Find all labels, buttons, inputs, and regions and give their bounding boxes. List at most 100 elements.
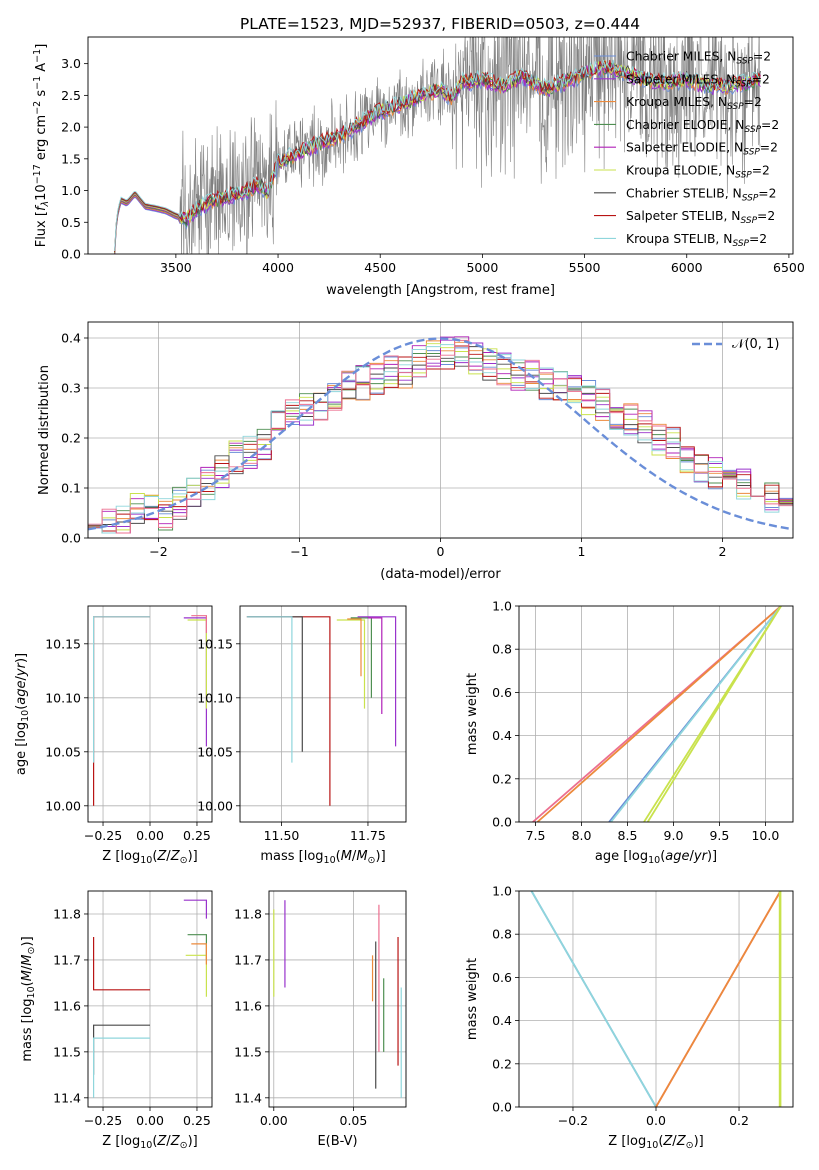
y-tick-label: 0.1 [61,481,81,496]
x-tick-label: 0.25 [183,828,211,843]
plot-area [273,900,402,1098]
normal-curve [88,337,793,531]
plot-area [93,615,207,806]
y-tick-label: 0.4 [492,728,512,743]
y-axis-label: Flux [fλ​10−17​ erg cm−2​ s−1​ A−1​] [32,44,51,248]
x-tick-label: 0.0 [646,1113,666,1128]
y-axis-label: mass weight [465,673,480,755]
x-tick-label: 0.05 [340,1113,368,1128]
series-line [357,616,397,747]
y-tick-label: 2.0 [61,120,81,135]
axes-frame [239,605,407,823]
model-line-kroupa-stelib [114,59,761,252]
series-line [530,891,657,1107]
legend-entry: Chabrier STELIB, NSSP=2 [626,186,776,203]
axes-frame [87,321,794,539]
observed-spectrum [114,37,761,254]
x-tick-label: 0.25 [183,1113,211,1128]
series-line [93,616,150,806]
series-line [185,954,207,997]
panel-massweight_vs_Z: −0.2 0.0 0.2 0.0 0.2 0.4 0.6 0.8 1.0 Z [log10​(Z/… [465,884,794,1151]
y-tick-label: 0.0 [61,247,81,262]
legend-entry: Salpeter MILES, NSSP=2 [626,72,770,89]
y-axis-label: mass weight [465,958,480,1040]
x-axis-label: Z [log10​(Z/Z⊙​)] [608,1134,703,1151]
series-line [93,1024,150,1075]
y-tick-label: 11.8 [234,906,262,921]
y-tick-label: 11.5 [53,1044,81,1059]
series-line [536,606,782,822]
x-tick-label: 11.50 [264,828,300,843]
y-tick-label: 0.4 [492,1013,512,1028]
x-tick-label: 8.0 [572,828,592,843]
x-tick-label: −0.2 [558,1113,588,1128]
chart-layer: 3500 4000 4500 5000 5500 6000 6500 0.0 0.5 1.0 1.5… [14,36,805,1151]
y-tick-label: 0.8 [492,642,512,657]
axes-frame [87,36,794,255]
plot-area [532,606,782,822]
series-line [246,616,331,806]
legend-entry: Kroupa MILES, NSSP=2 [626,95,762,112]
y-tick-label: 10.05 [45,744,81,759]
x-tick-label: 9.5 [709,828,729,843]
x-tick-label: 2 [719,544,727,559]
x-tick-label: 8.5 [618,828,638,843]
y-tick-label: 11.7 [53,952,81,967]
series-line [93,616,150,763]
series-line [93,937,150,991]
axes-frame [87,890,213,1108]
x-tick-label: −0.25 [84,828,122,843]
x-axis-label: wavelength [Angstrom, rest frame] [326,283,555,298]
y-tick-label: 11.7 [234,952,262,967]
x-tick-label: 4000 [262,260,294,275]
plot-area [114,37,761,254]
x-axis-label: Z [log10​(Z/Z⊙​)] [102,849,197,866]
y-tick-label: 0.6 [492,970,512,985]
y-tick-label: 10.00 [197,798,233,813]
x-tick-label: 0.00 [260,1113,288,1128]
y-tick-label: 0.5 [61,215,81,230]
y-tick-label: 11.4 [53,1090,81,1105]
x-axis-label: mass [log10​(M/M⊙​)] [260,849,385,866]
x-axis-label: Z [log10​(Z/Z⊙​)] [102,1134,197,1151]
y-tick-label: 1.0 [61,183,81,198]
series-line [655,891,782,1107]
y-tick-label: 11.8 [53,906,81,921]
y-tick-label: 2.5 [61,88,81,103]
panel-mass_vs_ebv: 0.00 0.05 11.4 11.5 11.6 11.7 11.8 [234,890,407,1128]
x-tick-label: −0.25 [84,1113,122,1128]
series-line [246,616,303,752]
x-tick-label: 3500 [160,260,192,275]
legend-entry: Chabrier MILES, NSSP=2 [626,50,771,67]
y-tick-label: 0.0 [492,1100,512,1115]
x-axis-label: age [log10​(age/yr)] [595,849,717,866]
y-tick-label: 10.10 [197,690,233,705]
y-tick-label: 0.0 [61,531,81,546]
series-line [183,899,207,919]
x-tick-label: −1 [290,544,308,559]
plot-area [93,899,207,1098]
y-tick-label: 0.2 [492,1056,512,1071]
panel-age_vs_Z: −0.25 0.00 0.25 10.00 10.05 10.10 10.15 Z [log1… [14,605,213,866]
axes-frame [518,890,794,1108]
y-tick-label: 3.0 [61,56,81,71]
x-axis-label: (data-model)/error [380,567,501,582]
y-tick-label: 1.0 [492,884,512,899]
y-tick-label: 10.05 [197,744,233,759]
x-tick-label: 0.00 [136,1113,164,1128]
x-tick-label: 0.2 [729,1113,749,1128]
figure-title: PLATE=1523, MJD=52937, FIBERID=0503, z=0… [240,15,640,33]
legend-entry: 𝒩(0, 1) [732,337,779,352]
series-line [93,1037,150,1098]
y-tick-label: 1.0 [492,599,512,614]
y-tick-label: 11.6 [234,998,262,1013]
y-tick-label: 11.4 [234,1090,262,1105]
axes-frame [268,890,407,1108]
histogram-kroupa-stelib [88,344,793,534]
x-tick-label: 4500 [364,260,396,275]
series-line [336,619,366,709]
y-tick-label: 10.15 [197,636,233,651]
y-axis-label: age [log10​(age/yr)] [14,653,31,775]
x-tick-label: 1 [578,544,586,559]
